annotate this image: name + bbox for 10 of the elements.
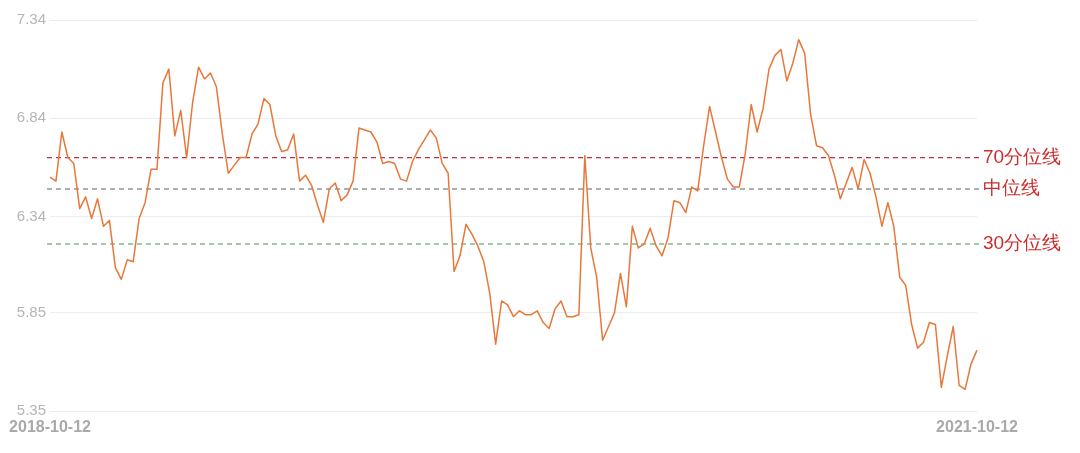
x-tick-label: 2018-10-12: [9, 418, 92, 436]
ref-line-label: 30分位线: [983, 232, 1062, 254]
ref-line-label: 中位线: [983, 177, 1040, 199]
y-tick-label: 6.34: [16, 206, 46, 224]
x-tick-label: 2021-10-12: [936, 418, 1019, 436]
y-tick-label: 6.84: [16, 108, 46, 126]
y-tick-label: 5.35: [16, 401, 46, 419]
ref-line-label: 70分位线: [983, 145, 1062, 167]
y-tick-label: 7.34: [16, 10, 46, 28]
y-tick-label: 5.85: [16, 302, 46, 320]
